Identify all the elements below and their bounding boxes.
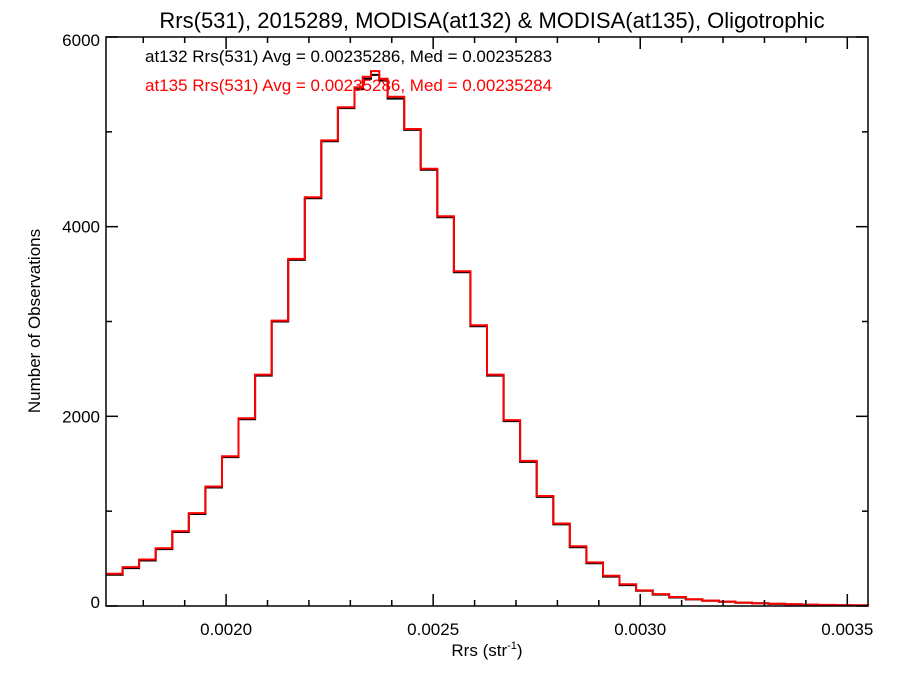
x-tick-label: 0.0025: [407, 620, 459, 639]
x-tick-label: 0.0020: [200, 620, 252, 639]
plot-frame: [105, 36, 869, 607]
x-axis-label-superscript: -1: [507, 640, 517, 652]
y-axis-label: Number of Observations: [25, 229, 44, 413]
x-axis-label-close: ): [517, 641, 523, 660]
y-tick-label: 4000: [62, 218, 100, 237]
y-tick-label: 6000: [62, 31, 100, 50]
annotation-at132: at132 Rrs(531) Avg = 0.00235286, Med = 0…: [145, 47, 552, 66]
y-tick-label: 0: [91, 593, 100, 612]
series-layer: [106, 70, 869, 607]
chart-title: Rrs(531), 2015289, MODISA(at132) & MODIS…: [159, 8, 824, 33]
x-axis-label-main: Rrs (str: [451, 641, 507, 660]
x-tick-label: 0.0030: [614, 620, 666, 639]
y-axis-ticks: 0 2000 4000 6000: [62, 31, 868, 612]
x-tick-label: 0.0035: [821, 620, 873, 639]
x-axis-label: Rrs (str-1): [451, 640, 522, 660]
y-tick-label: 2000: [62, 407, 100, 426]
x-axis-ticks: 0.0020 0.0025 0.0030 0.0035: [142, 37, 873, 639]
series-line-at135: [106, 70, 869, 607]
annotation-at135: at135 Rrs(531) Avg = 0.00235286, Med = 0…: [145, 76, 552, 95]
